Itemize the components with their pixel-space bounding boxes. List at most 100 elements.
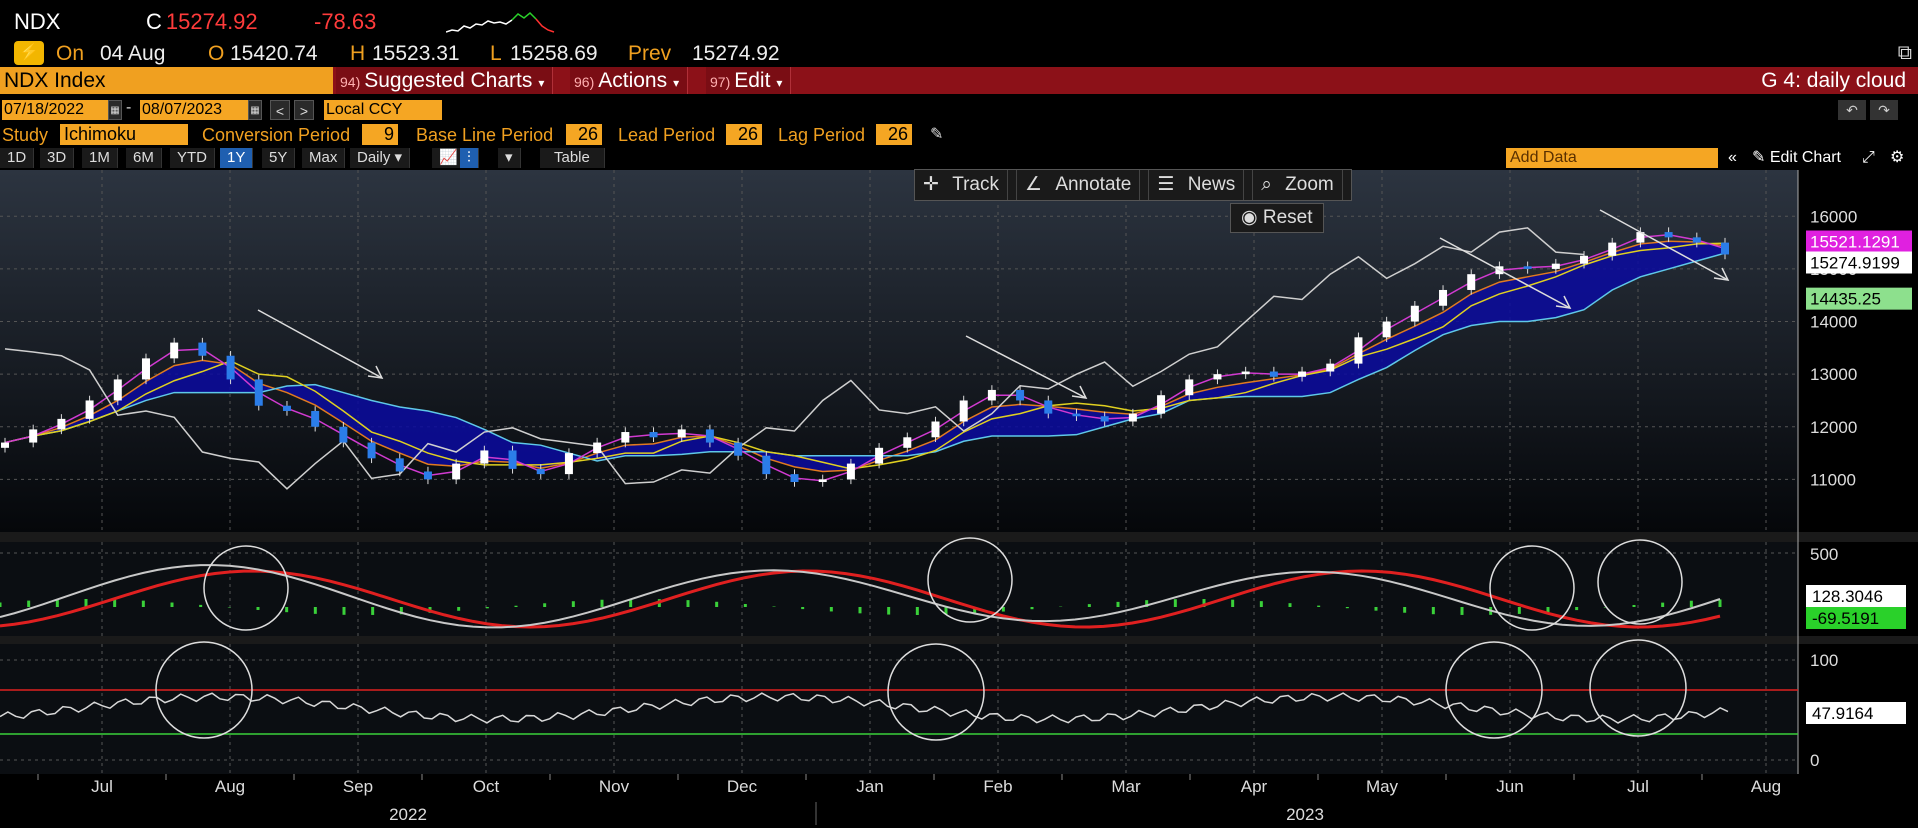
- open-label: O: [208, 42, 225, 65]
- histogram-bar: [27, 600, 31, 607]
- histogram-bar: [1689, 600, 1693, 607]
- candle-body: [311, 410, 320, 427]
- highlight-circle: [203, 545, 289, 631]
- table-button[interactable]: Table: [540, 148, 605, 168]
- period-1m[interactable]: 1M: [82, 148, 118, 168]
- collapse-icon[interactable]: «: [1728, 149, 1737, 166]
- period-5y[interactable]: 5Y: [262, 148, 296, 168]
- gear-icon[interactable]: ⚙: [1890, 149, 1905, 166]
- param-label: Lag Period: [778, 125, 866, 145]
- candle-body: [1721, 242, 1729, 255]
- menu-suggested-charts[interactable]: 94) Suggested Charts ▾: [336, 67, 554, 94]
- add-data-input[interactable]: Add Data: [1506, 148, 1718, 168]
- rsi-tag-label: 47.9164: [1812, 704, 1873, 723]
- news-button[interactable]: ☰ News: [1149, 170, 1254, 200]
- caret-down-icon: ▾: [538, 76, 545, 90]
- candle-body: [1128, 413, 1137, 422]
- rsi-panel-bg: [0, 644, 1798, 774]
- candle-chart-icon[interactable]: ⫶: [460, 148, 479, 168]
- candle-body: [1439, 289, 1448, 306]
- calendar-icon[interactable]: ▦: [108, 100, 122, 120]
- x-tick-label: Jun: [1496, 777, 1523, 796]
- reset-button[interactable]: ◉ Reset: [1230, 203, 1324, 233]
- start-date-input[interactable]: 07/18/2022: [2, 100, 108, 120]
- ichimoku-cloud: [5, 241, 1725, 472]
- price-tag-bg: [1806, 287, 1912, 310]
- histogram-bar: [1001, 607, 1005, 612]
- frequency-select[interactable]: Daily ▾: [350, 148, 411, 168]
- expand-icon[interactable]: ⧉: [1897, 42, 1912, 64]
- histogram-bar: [313, 607, 317, 614]
- histogram-bar: [1087, 604, 1091, 607]
- edit-chart-button[interactable]: ✎ Edit Chart: [1752, 149, 1841, 166]
- redo-icon[interactable]: ↷: [1870, 100, 1898, 120]
- line-chart-icon[interactable]: 📈: [432, 148, 466, 168]
- currency-select[interactable]: Local CCY: [324, 100, 442, 120]
- conversion-period-input[interactable]: 9: [362, 124, 398, 145]
- study-select[interactable]: Ichimoku: [60, 124, 188, 145]
- x-tick-label: Oct: [473, 777, 500, 796]
- lead-period-input[interactable]: 26: [726, 124, 762, 145]
- edit-icon[interactable]: ⤢: [1862, 149, 1875, 166]
- high-label: H: [350, 42, 366, 65]
- candle-body: [254, 379, 263, 406]
- period-3d[interactable]: 3D: [40, 148, 75, 168]
- prev-range-button[interactable]: <: [270, 100, 290, 120]
- pencil-icon[interactable]: ✎: [930, 126, 944, 143]
- candle-body: [1551, 263, 1560, 269]
- histogram-bar: [141, 600, 145, 607]
- candle-body: [29, 429, 38, 443]
- candle-body: [1692, 237, 1701, 243]
- arrow-head: [1555, 295, 1572, 309]
- period-max[interactable]: Max: [302, 148, 346, 168]
- base-period-input[interactable]: 26: [566, 124, 602, 145]
- menu-actions[interactable]: 96) Actions ▾: [570, 67, 689, 94]
- histogram-bar: [1345, 607, 1349, 609]
- candle-body: [903, 437, 912, 448]
- prev-value: 15274.92: [692, 42, 780, 65]
- security-field[interactable]: NDX Index: [0, 67, 333, 94]
- candle-body: [226, 355, 235, 380]
- lag-period-input[interactable]: 26: [876, 124, 912, 145]
- histogram-bar: [1317, 605, 1321, 607]
- next-range-button[interactable]: >: [294, 100, 314, 120]
- candle-body: [452, 463, 461, 480]
- candle-body: [113, 379, 122, 401]
- period-ytd[interactable]: YTD: [170, 148, 215, 168]
- calendar-icon[interactable]: ▦: [248, 100, 262, 120]
- x-tick-label: Mar: [1111, 777, 1141, 796]
- ticker[interactable]: NDX: [14, 9, 61, 34]
- y-tick-label: 0: [1810, 751, 1819, 770]
- price-tag-label: 15274.9199: [1810, 254, 1900, 273]
- histogram-bar: [543, 603, 547, 607]
- histogram-bar: [801, 607, 805, 610]
- open-value: 15420.74: [230, 42, 318, 65]
- price-tag-label: 15521.1291: [1810, 233, 1900, 252]
- bolt-icon[interactable]: ⚡: [14, 41, 44, 65]
- candle-body: [1382, 321, 1391, 338]
- y-tick-label: 13000: [1810, 365, 1857, 384]
- menu-edit[interactable]: 97) Edit ▾: [706, 67, 792, 94]
- period-1y[interactable]: 1Y: [220, 148, 254, 168]
- histogram-bar: [1575, 607, 1579, 611]
- histogram-bar: [1546, 607, 1550, 613]
- menu-label: Edit: [734, 69, 771, 92]
- chart-type-caret-icon[interactable]: ▾: [498, 148, 521, 168]
- menu-label: Actions: [598, 69, 668, 92]
- candle-body: [621, 432, 630, 443]
- candle-body: [1213, 374, 1222, 380]
- undo-icon[interactable]: ↶: [1838, 100, 1866, 120]
- end-date-input[interactable]: 08/07/2023: [140, 100, 248, 120]
- period-6m[interactable]: 6M: [126, 148, 162, 168]
- histogram-bar: [1661, 602, 1665, 607]
- candle-body: [1072, 413, 1081, 417]
- prev-label: Prev: [628, 42, 672, 65]
- zoom-button[interactable]: ⌕ Zoom: [1253, 170, 1351, 200]
- period-1d[interactable]: 1D: [0, 148, 35, 168]
- chart-area[interactable]: Jul Aug Sep Oct Nov Dec Jan Feb Mar Apr May Jun Jul A…: [0, 170, 1918, 828]
- annotate-button[interactable]: ∠ Annotate: [1017, 170, 1150, 200]
- histogram-bar: [743, 604, 747, 607]
- track-button[interactable]: ✛ Track: [915, 170, 1017, 200]
- osc-tag-bg: [1806, 585, 1906, 607]
- osc-tag-bg: [1806, 607, 1906, 629]
